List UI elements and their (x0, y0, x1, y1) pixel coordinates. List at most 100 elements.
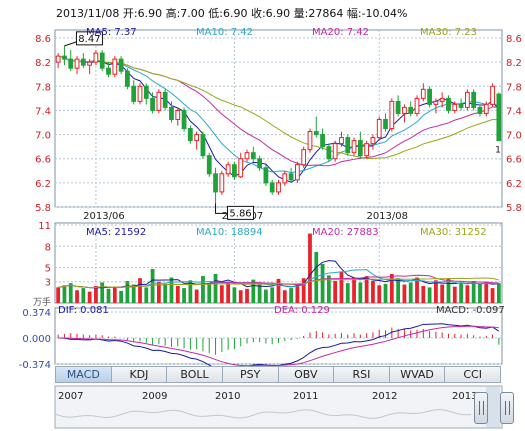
macd-tick: 0.000 (22, 334, 51, 345)
vol-ma20-legend-label: MA20: 27883 (312, 227, 379, 238)
volume-bar (112, 286, 117, 303)
timeline-overview-line (54, 409, 472, 419)
high-pointer (64, 41, 77, 47)
volume-ma30-line (58, 277, 499, 289)
candle-body (219, 173, 225, 193)
timeline-year-label: 2007 (58, 391, 83, 402)
ma10-legend: MA10: 7.42 (196, 27, 253, 38)
low-label: 5.86 (229, 208, 251, 219)
candle-body (364, 143, 370, 157)
tab-kdj[interactable]: KDJ (111, 366, 168, 383)
panel-frame-0 (54, 29, 503, 208)
tab-wvad[interactable]: WVAD (389, 366, 446, 383)
volume-bar (238, 290, 243, 303)
price-tick-right: 7.8 (506, 82, 522, 93)
timeline-left-handle[interactable] (474, 392, 488, 424)
candle-body (288, 173, 294, 181)
quote-header: 2013/11/08 开:6.90 高:7.00 低:6.90 收:6.90 量… (56, 7, 408, 20)
volume-bar (383, 283, 388, 303)
tab-boll[interactable]: BOLL (167, 366, 223, 383)
volume-bar (163, 283, 168, 303)
tab-rsi[interactable]: RSI (334, 366, 390, 383)
candle-body (162, 91, 168, 108)
candle-body (490, 85, 495, 105)
timeline-right-handle[interactable] (500, 392, 514, 424)
macd-dea-line (58, 325, 499, 367)
timeline-year-label: 2011 (293, 391, 318, 402)
volume-tick: 5 (45, 264, 51, 275)
volume-bar (452, 286, 457, 303)
tab-cci[interactable]: CCI (445, 366, 501, 383)
candle-body (181, 109, 187, 130)
volume-bar (408, 282, 413, 303)
vol-ma30-legend: MA30: 31252 (420, 227, 487, 238)
volume-bar (270, 287, 275, 303)
candle-body (206, 155, 212, 175)
tab-macd[interactable]: MACD (55, 366, 112, 383)
ma5-legend: MA5: 7.37 (86, 27, 137, 38)
candle-body (383, 118, 388, 130)
volume-bar (471, 281, 476, 303)
price-ma30-line (58, 55, 499, 160)
vol-ma5-legend: MA5: 21592 (86, 227, 146, 238)
timeline-year-label: 2012 (372, 391, 397, 402)
candle-body (80, 58, 86, 66)
volume-series (56, 233, 501, 303)
timeline-frame (54, 385, 503, 429)
volume-bar (326, 275, 331, 303)
vol-ma10-legend: MA10: 18894 (196, 227, 263, 238)
volume-tick: 8 (45, 242, 51, 253)
volume-bar (333, 281, 338, 303)
tab-obv[interactable]: OBV (278, 366, 335, 383)
high-label: 8.47 (78, 34, 100, 45)
candle-body (402, 106, 407, 114)
price-ma10-line (58, 55, 500, 174)
timeline-year-label: 2009 (142, 391, 167, 402)
candle-body (294, 164, 300, 181)
volume-bar (62, 285, 67, 303)
candle-body (269, 182, 275, 193)
volume-bar (182, 288, 186, 303)
price-tick-right: 7.0 (506, 131, 522, 142)
volume-bar (232, 287, 237, 303)
volume-bar (150, 268, 155, 303)
high-box (75, 31, 103, 46)
candle-body (376, 118, 382, 139)
volume-bar (339, 271, 344, 303)
candle-body (414, 97, 420, 114)
volume-bar (295, 283, 300, 303)
volume-bar (289, 288, 293, 303)
candle-body (55, 55, 61, 63)
price-tick-right: 8.6 (506, 34, 522, 45)
candle-body (169, 106, 174, 120)
price-ma5-line (58, 55, 500, 183)
candle-body (357, 140, 363, 157)
timeline-overview[interactable]: 2007 2009 2010 2011 2012 2013 (54, 385, 503, 429)
volume-bar (169, 277, 174, 303)
volume-bar (100, 282, 105, 303)
macd-dea-legend: DEA: 0.129 (274, 305, 330, 316)
candle-body (68, 58, 74, 69)
candle-body (446, 97, 451, 111)
candle-body (156, 91, 162, 111)
volume-bar (465, 285, 470, 303)
candle-body (213, 173, 218, 193)
candle-body (200, 134, 206, 157)
date-label: 2013/08 (366, 211, 408, 222)
candle-body (464, 91, 470, 108)
candle-body (339, 137, 344, 145)
price-tick-right: 8.2 (506, 58, 522, 69)
ma30-legend-label: MA30: 7.23 (420, 27, 478, 38)
candle-body (194, 134, 200, 142)
volume-bar (282, 290, 287, 303)
volume-bar (434, 280, 438, 303)
volume-bar (245, 288, 249, 303)
tab-psy[interactable]: PSY (222, 366, 279, 383)
candle-body (471, 91, 477, 108)
candle-body (263, 167, 269, 184)
candle-body (187, 128, 193, 142)
candle-body (433, 100, 439, 105)
candle-body (118, 58, 124, 72)
volume-bar (314, 251, 319, 303)
volume-unit-label: 万手 (33, 296, 51, 308)
